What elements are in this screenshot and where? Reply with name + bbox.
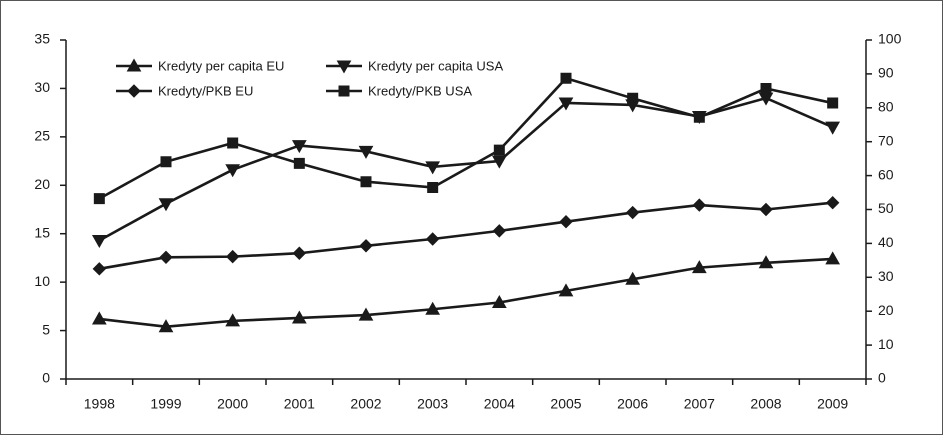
data-point-series-2 xyxy=(558,97,574,111)
data-point-series-3 xyxy=(625,205,640,220)
y-left-tick-label: 25 xyxy=(34,128,50,144)
legend-label: Kredyty per capita USA xyxy=(368,58,503,73)
data-point-series-2 xyxy=(425,161,441,175)
series-line-3 xyxy=(99,201,833,271)
data-point-series-3 xyxy=(759,202,773,217)
data-point-series-2 xyxy=(358,145,374,159)
y-left-tick-label: 20 xyxy=(34,176,50,192)
y-right-tick-label: 90 xyxy=(878,65,894,81)
y-right-tick-label: 0 xyxy=(878,370,886,386)
data-point-series-3 xyxy=(359,239,373,253)
y-left-tick-label: 15 xyxy=(34,224,50,240)
x-tick-label: 2001 xyxy=(284,396,315,412)
data-point-series-2 xyxy=(225,164,241,178)
legend-label: Kredyty/PKB EU xyxy=(158,83,253,98)
data-point-series-4 xyxy=(93,193,105,205)
legend-marker xyxy=(338,85,350,97)
data-point-series-2 xyxy=(91,234,107,249)
x-tick-label: 2000 xyxy=(217,396,248,412)
y-left-tick-label: 0 xyxy=(42,370,50,386)
y-right-tick-label: 10 xyxy=(878,336,894,352)
data-point-series-2 xyxy=(825,121,841,135)
x-tick-label: 2007 xyxy=(684,396,715,412)
series-line-1 xyxy=(99,257,833,328)
data-point-series-4 xyxy=(560,72,572,84)
y-left-tick-label: 5 xyxy=(42,321,50,337)
data-point-series-3 xyxy=(292,246,307,260)
data-point-series-4 xyxy=(427,181,439,193)
data-point-series-1 xyxy=(91,311,107,325)
y-right-tick-label: 50 xyxy=(878,200,894,216)
y-right-tick-label: 80 xyxy=(878,99,894,115)
y-right-tick-label: 70 xyxy=(878,132,894,148)
data-point-series-2 xyxy=(291,140,307,154)
data-point-series-1 xyxy=(825,251,841,265)
x-tick-label: 1998 xyxy=(84,396,115,412)
data-point-series-1 xyxy=(491,294,507,308)
x-tick-label: 2009 xyxy=(817,396,848,412)
x-tick-label: 2003 xyxy=(417,396,448,412)
x-tick-label: 2004 xyxy=(484,396,515,412)
data-point-series-4 xyxy=(693,111,705,123)
data-point-series-3 xyxy=(559,214,573,229)
data-point-series-3 xyxy=(825,196,840,210)
y-right-tick-label: 20 xyxy=(878,302,894,318)
y-right-tick-label: 100 xyxy=(878,31,902,47)
y-left-tick-label: 35 xyxy=(34,31,50,47)
data-point-series-1 xyxy=(158,319,174,333)
data-point-series-3 xyxy=(225,249,240,264)
y-right-tick-label: 30 xyxy=(878,268,894,284)
data-point-series-2 xyxy=(491,155,507,169)
data-point-series-3 xyxy=(492,224,507,238)
legend-label: Kredyty per capita EU xyxy=(158,58,284,73)
data-point-series-4 xyxy=(293,157,305,169)
y-left-tick-label: 30 xyxy=(34,79,50,95)
y-right-tick-label: 40 xyxy=(878,234,894,250)
data-point-series-1 xyxy=(358,307,374,321)
data-point-series-1 xyxy=(425,301,441,315)
legend-label: Kredyty/PKB USA xyxy=(368,83,472,98)
series-line-4 xyxy=(98,77,833,200)
data-point-series-3 xyxy=(92,262,107,276)
data-point-series-1 xyxy=(558,283,574,297)
x-tick-label: 1999 xyxy=(150,396,181,412)
data-point-series-1 xyxy=(625,271,641,285)
x-tick-label: 2006 xyxy=(617,396,648,412)
data-point-series-4 xyxy=(227,137,239,149)
data-point-series-1 xyxy=(691,260,707,274)
data-point-series-4 xyxy=(827,97,839,109)
data-point-series-3 xyxy=(692,198,707,212)
data-point-series-4 xyxy=(493,144,505,156)
data-point-series-4 xyxy=(627,92,639,104)
data-point-series-3 xyxy=(159,250,173,265)
x-tick-label: 2005 xyxy=(550,396,581,412)
data-point-series-4 xyxy=(360,176,372,188)
x-tick-label: 2008 xyxy=(750,396,781,412)
legend-marker xyxy=(126,58,142,72)
legend-marker xyxy=(336,60,352,74)
y-left-tick-label: 10 xyxy=(34,273,50,289)
data-point-series-1 xyxy=(225,313,241,327)
y-right-tick-label: 60 xyxy=(878,166,894,182)
data-point-series-1 xyxy=(758,255,774,269)
data-point-series-2 xyxy=(158,198,174,212)
data-point-series-3 xyxy=(425,232,440,246)
data-point-series-1 xyxy=(291,310,307,324)
legend-marker xyxy=(127,84,141,98)
data-point-series-4 xyxy=(160,156,172,168)
x-tick-label: 2002 xyxy=(350,396,381,412)
data-point-series-4 xyxy=(760,82,772,94)
